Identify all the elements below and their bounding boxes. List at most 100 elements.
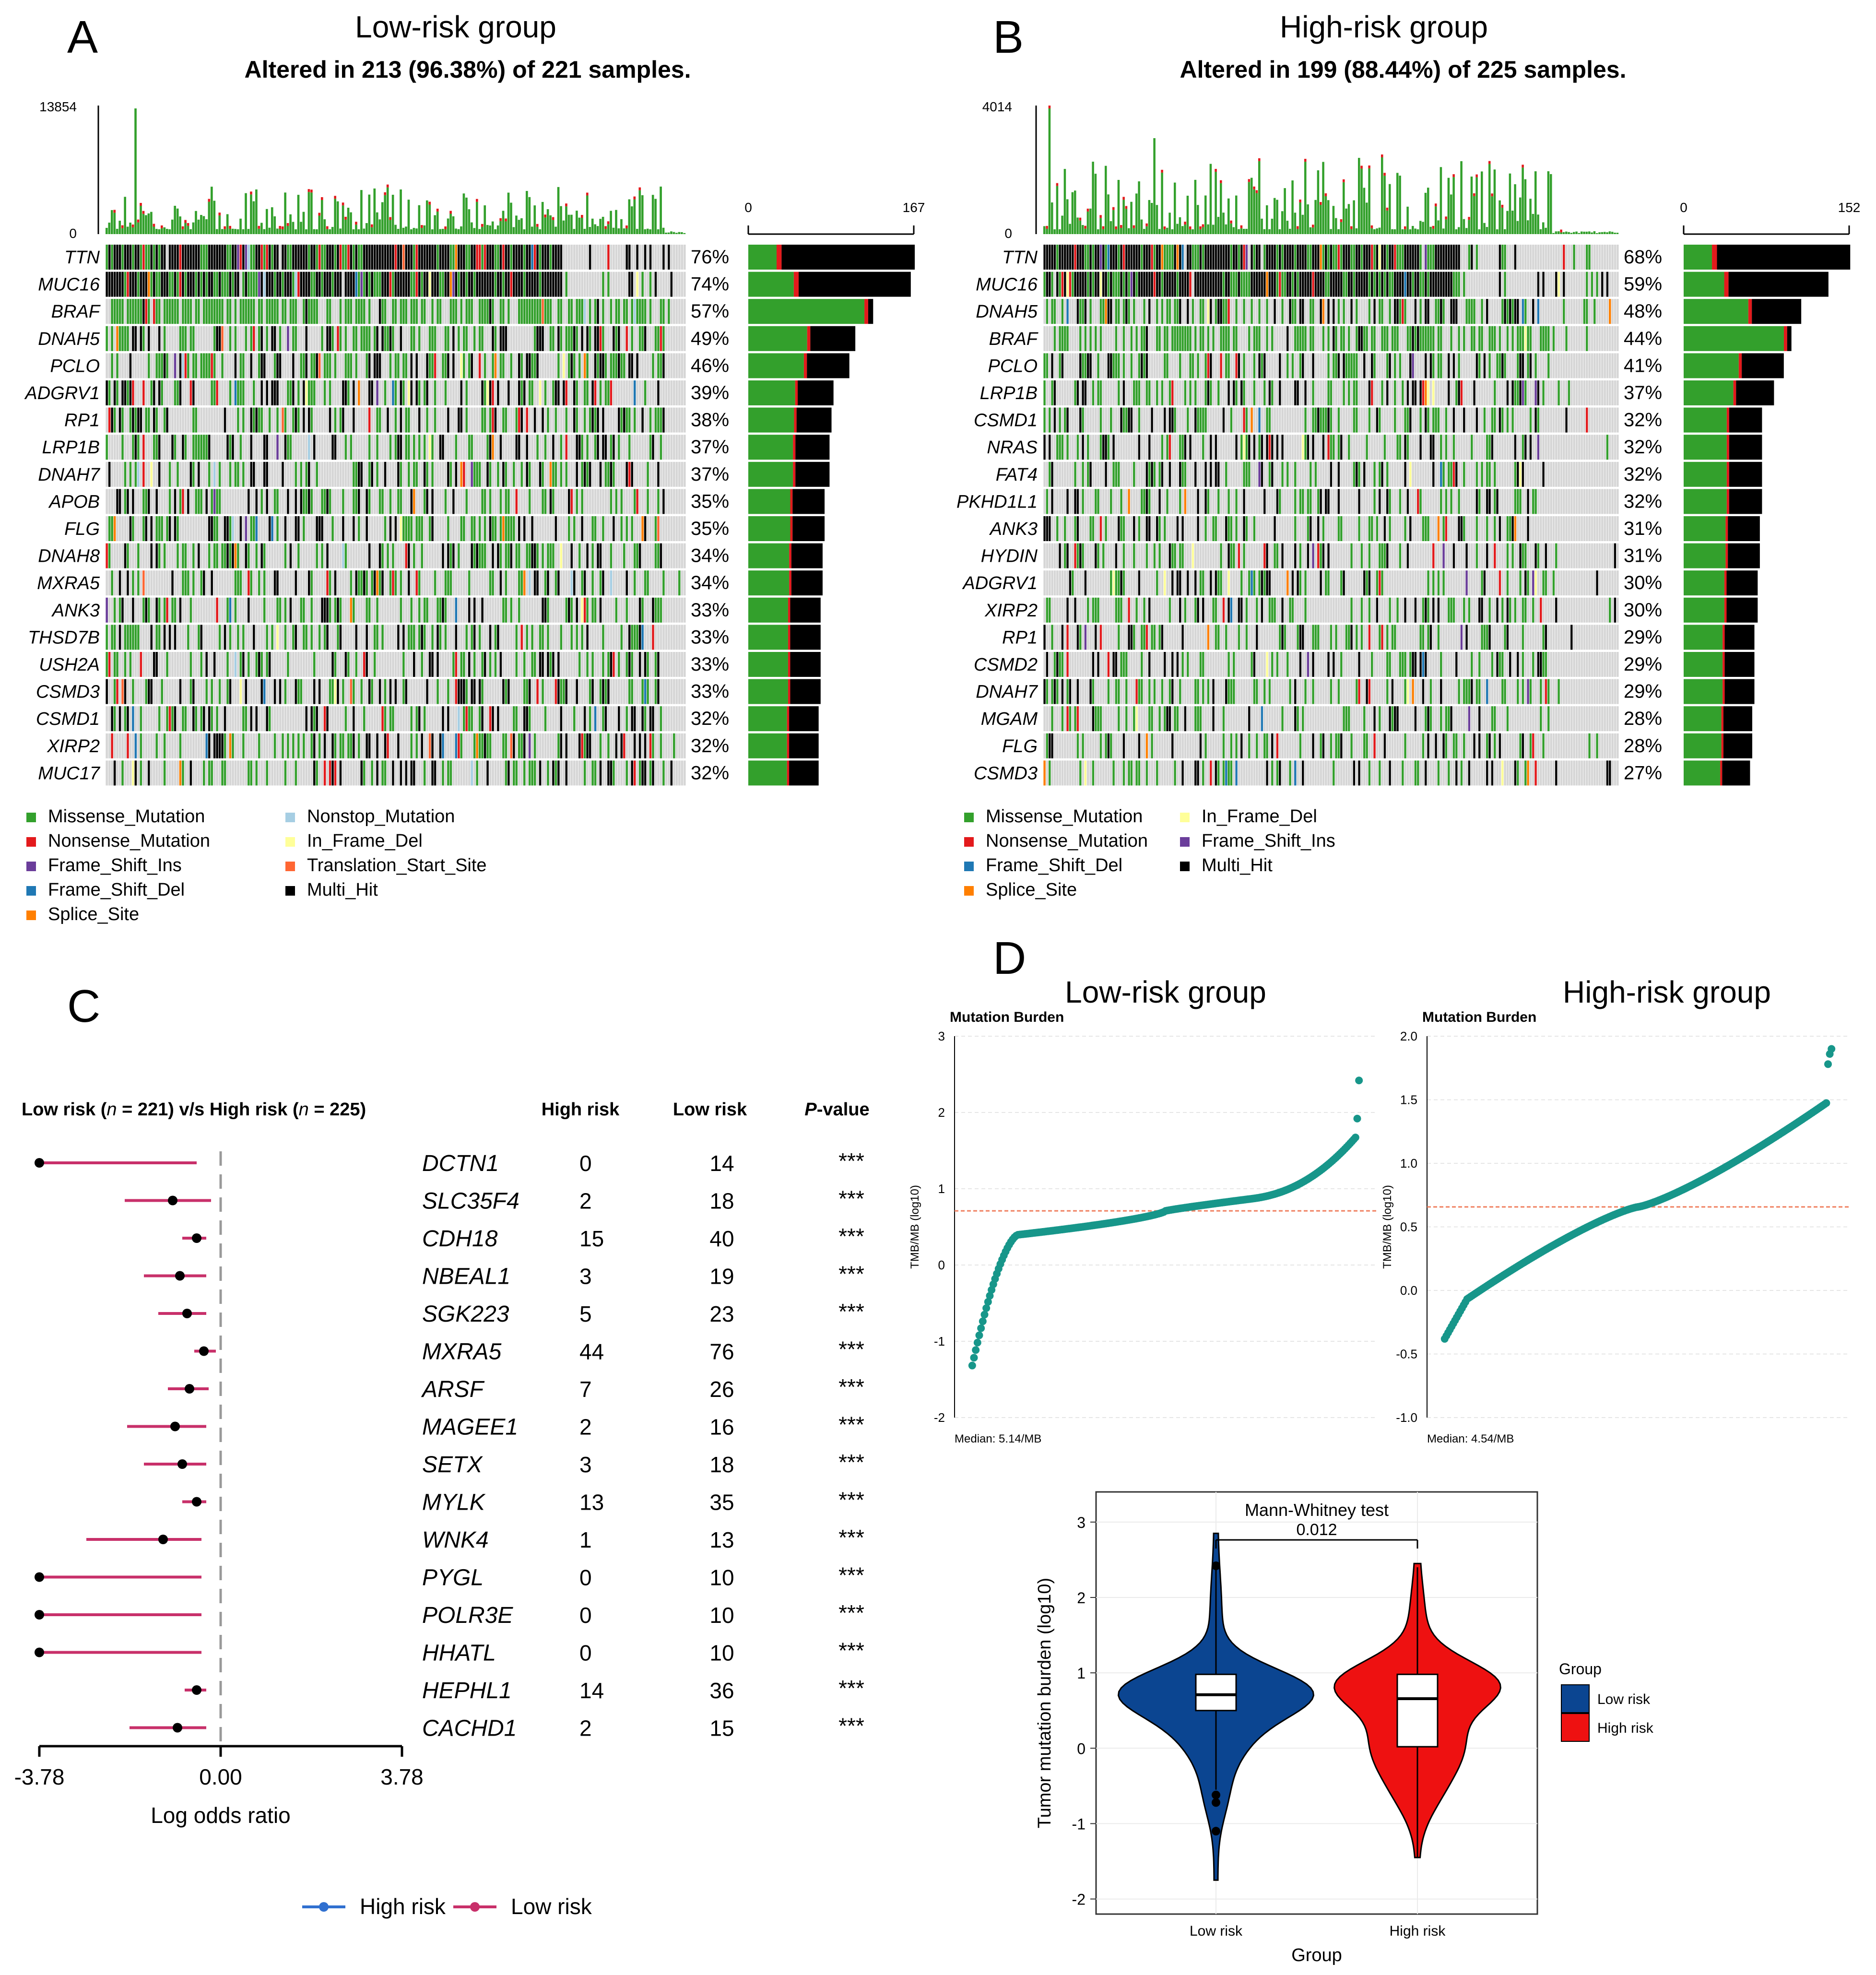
mutation-cell (1478, 652, 1481, 677)
mutation-cell (1143, 597, 1145, 623)
count-bar-nonsense (1720, 760, 1723, 786)
mutation-cell (142, 299, 145, 324)
mutation-cell (202, 245, 205, 270)
mutation-cell (289, 543, 292, 568)
count-bar-missense (748, 435, 793, 460)
mutation-cell (347, 353, 350, 378)
mutation-cell (1404, 461, 1406, 487)
mutation-cell (1437, 245, 1440, 270)
count-bar-nonsense (1725, 543, 1728, 568)
tmb-bar (184, 223, 187, 234)
mutation-cell (628, 353, 631, 378)
mutation-cell (195, 489, 198, 514)
mutation-cell (1138, 272, 1141, 297)
tmb-bar (339, 228, 342, 234)
mutation-cell (1368, 380, 1371, 405)
mutation-cell (1547, 679, 1550, 704)
mutation-cell (1281, 543, 1284, 568)
mutation-cell (528, 733, 531, 758)
mutation-cell (1099, 706, 1102, 732)
count-bar-missense (1684, 679, 1723, 704)
count-bar-nonsense (803, 353, 807, 378)
mutation-cell (1455, 652, 1458, 677)
mutation-cell (271, 272, 273, 297)
mutation-cell (1534, 407, 1537, 433)
mutation-cell (410, 326, 413, 351)
mutation-cell (150, 516, 153, 541)
mutation-cell (436, 299, 439, 324)
mutation-cell (229, 461, 232, 487)
mutation-cell (418, 625, 421, 650)
mutation-cell (1161, 299, 1164, 324)
count-bar-multihit (781, 245, 915, 270)
mutation-cell (533, 245, 536, 270)
mutation-cell (1511, 326, 1514, 351)
tmb-bar-cap (281, 226, 284, 229)
count-bar-multihit (790, 625, 821, 650)
mutation-cell (307, 272, 310, 297)
mutation-cell (131, 272, 134, 297)
mutation-cell (336, 245, 339, 270)
gene-label: DNAH7 (38, 465, 101, 485)
mutation-cell (145, 489, 148, 514)
tmb-bar (1245, 228, 1248, 234)
mutation-cell (208, 516, 211, 541)
mutation-cell (1115, 245, 1118, 270)
mutation-cell (350, 679, 353, 704)
gene-label: CSMD3 (36, 682, 100, 702)
mutation-cell (1511, 380, 1514, 405)
mutation-cell (368, 733, 371, 758)
mutation-cell (215, 516, 218, 541)
mutation-cell (226, 679, 229, 704)
count-bar-missense (1684, 380, 1734, 405)
mutation-cell (473, 245, 476, 270)
mutation-cell (1447, 380, 1450, 405)
mutation-cell (1509, 516, 1511, 541)
mutation-cell (1363, 272, 1366, 297)
mutation-cell (265, 326, 268, 351)
mutation-cell (651, 733, 654, 758)
mutation-cell (137, 461, 140, 487)
tmb-bar (250, 194, 252, 234)
mutation-cell (1324, 570, 1327, 596)
mutation-cell (1215, 760, 1217, 786)
mutation-cell (1381, 299, 1383, 324)
mutation-cell (200, 353, 203, 378)
mutation-cell (1281, 245, 1284, 270)
mutation-cell (465, 272, 468, 297)
mutation-cell (1263, 489, 1266, 514)
mutation-cell (1255, 733, 1258, 758)
mutation-cell (512, 760, 515, 786)
mutation-cell (486, 380, 489, 405)
mutation-cell (310, 407, 313, 433)
mutation-cell (1074, 245, 1076, 270)
mutation-cell (224, 272, 226, 297)
mutation-cell (502, 516, 505, 541)
mutation-cell (1063, 326, 1066, 351)
tmb-bar (1419, 221, 1422, 234)
mutation-cell (1491, 652, 1494, 677)
mutation-cell (108, 380, 111, 405)
tmb-bar (1284, 188, 1286, 234)
onco-row-bg (1043, 489, 1619, 514)
mutation-cell (1215, 625, 1217, 650)
mutation-cell (147, 597, 150, 623)
mutation-cell (402, 516, 405, 541)
mutation-cell (413, 461, 415, 487)
tmb-bar-cap (1046, 225, 1048, 229)
mutation-cell (1516, 461, 1519, 487)
mutation-cell (1166, 706, 1168, 732)
mutation-cell (1176, 570, 1179, 596)
mutation-cell (174, 625, 177, 650)
mutation-cell (1320, 489, 1322, 514)
mutation-cell (475, 272, 478, 297)
mutation-cell (1163, 570, 1166, 596)
mutation-cell (1278, 272, 1281, 297)
mutation-cell (541, 245, 544, 270)
mutation-cell (478, 543, 481, 568)
mutation-cell (1194, 570, 1197, 596)
mutation-cell (1416, 272, 1419, 297)
mutation-cell (247, 543, 250, 568)
mutation-cell (1376, 407, 1379, 433)
mutation-cell (1258, 245, 1261, 270)
